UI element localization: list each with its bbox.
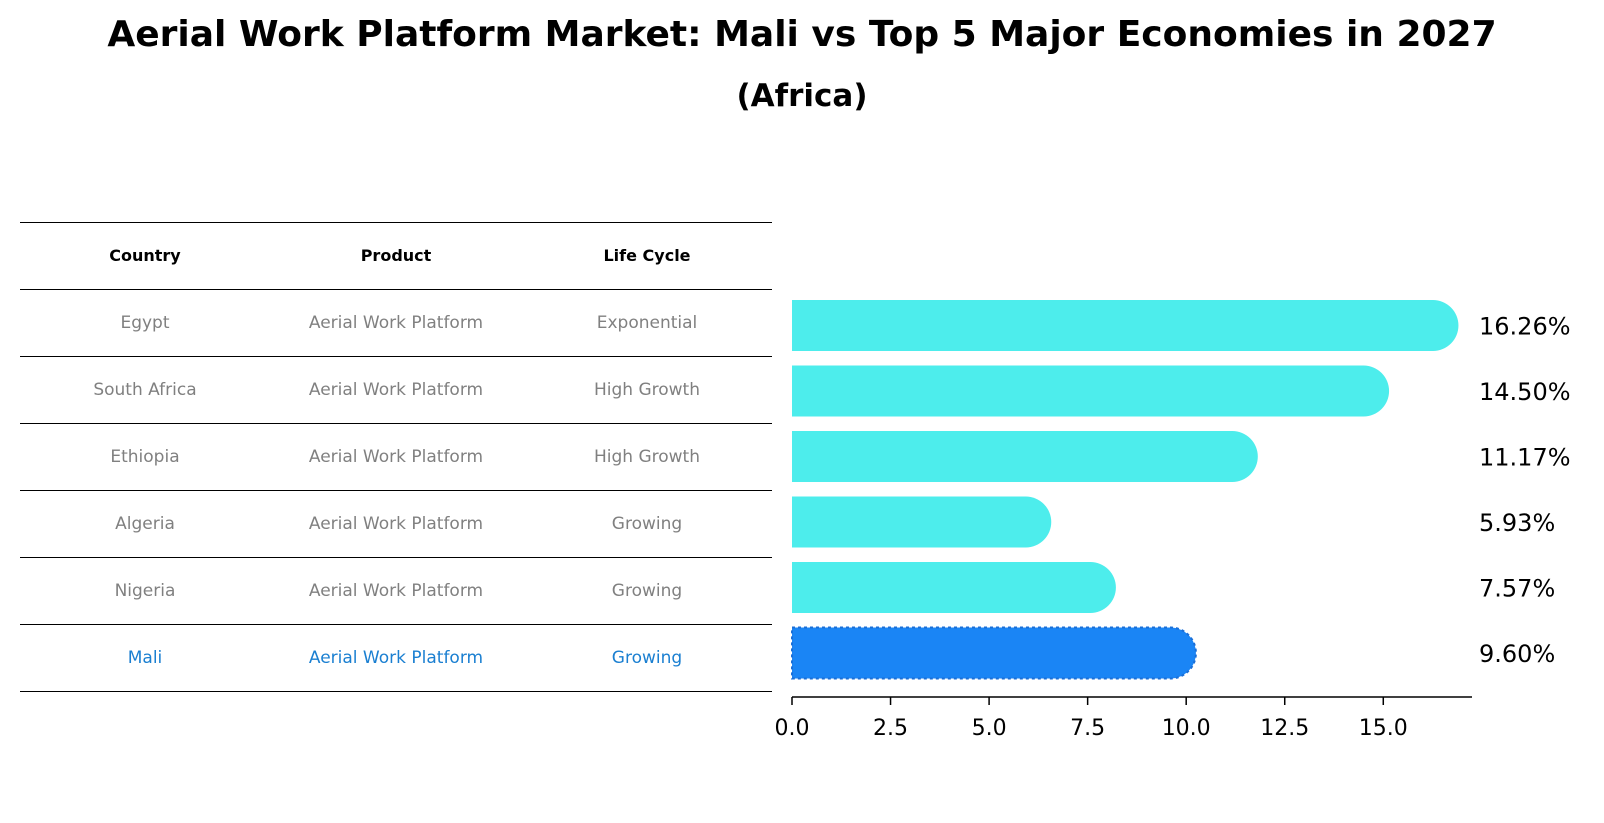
table-header-row: Country Product Life Cycle	[20, 222, 772, 289]
x-tick-label: 7.5	[1070, 716, 1105, 741]
cell-product: Aerial Work Platform	[308, 581, 484, 601]
cell-life-cycle: Exponential	[596, 313, 698, 333]
x-tick-label: 5.0	[972, 716, 1007, 741]
bar-value-label: 11.17%	[1479, 444, 1571, 472]
cell-country: Nigeria	[114, 581, 176, 601]
chart-title: Aerial Work Platform Market: Mali vs Top…	[107, 14, 1497, 55]
x-tick-label: 12.5	[1260, 716, 1309, 741]
cell-life-cycle: Growing	[611, 581, 683, 601]
cell-product: Aerial Work Platform	[308, 648, 484, 668]
table-row: Algeria Aerial Work Platform Growing	[20, 490, 772, 557]
x-tick-label: 2.5	[873, 716, 908, 741]
cell-life-cycle: Growing	[611, 648, 683, 668]
cell-product: Aerial Work Platform	[308, 447, 484, 467]
cell-life-cycle: High Growth	[593, 380, 700, 400]
bar-ethiopia	[792, 431, 1258, 482]
x-tick-label: 10.0	[1162, 716, 1211, 741]
x-tick-label: 15.0	[1359, 716, 1408, 741]
bar-value-label: 14.50%	[1479, 378, 1571, 406]
country-table: Country Product Life Cycle Egypt Aerial …	[20, 222, 772, 692]
table-row: South Africa Aerial Work Platform High G…	[20, 356, 772, 423]
cell-product: Aerial Work Platform	[308, 313, 484, 333]
header-product: Product	[360, 246, 432, 265]
chart-subtitle: (Africa)	[736, 78, 868, 114]
bar-egypt	[792, 300, 1459, 351]
bar-value-label: 9.60%	[1479, 640, 1555, 668]
bar-value-label: 7.57%	[1479, 575, 1555, 603]
cell-product: Aerial Work Platform	[308, 514, 484, 534]
bar-value-label: 5.93%	[1479, 509, 1555, 537]
cell-country: Mali	[127, 648, 163, 668]
x-tick-label: 0.0	[775, 716, 810, 741]
bar-mali	[791, 626, 1197, 680]
cell-country: Algeria	[115, 514, 175, 534]
cell-country: South Africa	[93, 380, 197, 400]
bar-nigeria	[792, 562, 1116, 613]
bar-value-label: 16.26%	[1479, 313, 1571, 341]
cell-life-cycle: Growing	[611, 514, 683, 534]
cell-life-cycle: High Growth	[593, 447, 700, 467]
bar-algeria	[792, 496, 1052, 548]
cell-product: Aerial Work Platform	[308, 380, 484, 400]
table-row: Nigeria Aerial Work Platform Growing	[20, 557, 772, 624]
cell-country: Ethiopia	[110, 447, 180, 467]
header-life-cycle: Life Cycle	[603, 246, 691, 265]
table-row-highlight: Mali Aerial Work Platform Growing	[20, 624, 772, 692]
table-row: Egypt Aerial Work Platform Exponential	[20, 289, 772, 356]
bar-south-africa	[792, 365, 1390, 417]
header-country: Country	[109, 246, 181, 265]
cell-country: Egypt	[120, 313, 170, 333]
table-row: Ethiopia Aerial Work Platform High Growt…	[20, 423, 772, 490]
